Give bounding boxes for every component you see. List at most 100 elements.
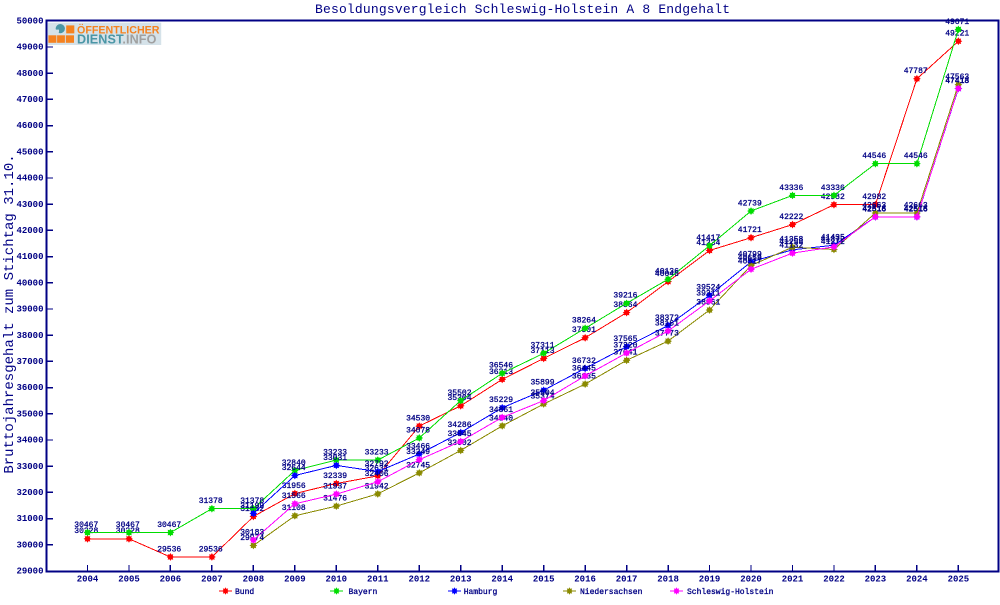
svg-text:2025: 2025 [948,575,970,585]
svg-text:Bayern: Bayern [349,588,378,597]
svg-text:47413: 47413 [945,77,969,86]
svg-text:Bruttojahresgehalt zum Stichta: Bruttojahresgehalt zum Stichtag 31.10. [2,154,18,473]
svg-text:32745: 32745 [406,461,430,470]
svg-text:40799: 40799 [738,250,762,259]
svg-text:33249: 33249 [406,448,430,457]
svg-text:DIENST.INFO: DIENST.INFO [77,32,157,46]
svg-text:41358: 41358 [779,236,803,245]
svg-text:2016: 2016 [574,575,596,585]
svg-text:34078: 34078 [406,426,430,435]
svg-text:2022: 2022 [823,575,845,585]
svg-text:2005: 2005 [118,575,140,585]
svg-text:36445: 36445 [572,364,596,373]
svg-text:30183: 30183 [240,528,264,537]
svg-text:Hamburg: Hamburg [464,588,498,597]
svg-text:40659: 40659 [738,254,762,263]
svg-text:2006: 2006 [160,575,182,585]
svg-text:ÖFFENTLICHER: ÖFFENTLICHER [77,24,160,37]
svg-text:2014: 2014 [491,575,513,585]
svg-text:31108: 31108 [282,504,306,513]
svg-text:33233: 33233 [323,449,347,458]
svg-text:38264: 38264 [572,317,596,326]
svg-text:39524: 39524 [696,284,720,293]
svg-text:34530: 34530 [406,415,430,424]
svg-text:48000: 48000 [16,69,43,79]
svg-text:29000: 29000 [16,567,43,577]
svg-text:31199: 31199 [240,502,264,511]
svg-text:47418: 47418 [945,77,969,86]
svg-text:2015: 2015 [533,575,555,585]
svg-text:45000: 45000 [16,147,43,157]
svg-text:50000: 50000 [16,16,43,26]
svg-text:39216: 39216 [613,292,637,301]
svg-text:2020: 2020 [740,575,762,585]
svg-text:43336: 43336 [779,184,803,193]
svg-text:Niedersachsen: Niedersachsen [580,588,643,597]
svg-text:41258: 41258 [779,238,803,247]
svg-text:37773: 37773 [655,330,679,339]
svg-text:40517: 40517 [738,258,762,267]
svg-text:41132: 41132 [779,242,803,251]
svg-text:47000: 47000 [16,95,43,105]
svg-text:30467: 30467 [74,521,98,530]
svg-text:Schleswig-Holstein: Schleswig-Holstein [687,588,774,597]
svg-text:44546: 44546 [904,152,928,161]
svg-text:42222: 42222 [779,213,803,222]
svg-text:34000: 34000 [16,436,43,446]
svg-text:42000: 42000 [16,226,43,236]
svg-text:34286: 34286 [447,421,471,430]
svg-text:35504: 35504 [530,389,554,398]
svg-text:35000: 35000 [16,409,43,419]
svg-text:39311: 39311 [696,289,720,298]
svg-text:43336: 43336 [821,184,845,193]
svg-text:37901: 37901 [572,326,596,335]
svg-text:44546: 44546 [862,152,886,161]
svg-text:35229: 35229 [489,396,513,405]
svg-text:33466: 33466 [406,442,430,451]
svg-text:2019: 2019 [699,575,721,585]
svg-text:49000: 49000 [16,43,43,53]
svg-text:30467: 30467 [157,521,181,530]
svg-text:2013: 2013 [450,575,472,585]
svg-text:35899: 35899 [530,379,554,388]
svg-text:37311: 37311 [530,342,554,351]
svg-text:2024: 2024 [906,575,928,585]
svg-text:31378: 31378 [240,497,264,506]
svg-text:41435: 41435 [821,234,845,243]
svg-text:36546: 36546 [489,362,513,371]
svg-text:29536: 29536 [157,545,181,554]
svg-text:37320: 37320 [613,341,637,350]
svg-text:38161: 38161 [655,319,679,328]
svg-text:31937: 31937 [323,483,347,492]
svg-text:35502: 35502 [447,389,471,398]
svg-text:47787: 47787 [904,67,928,76]
svg-text:30000: 30000 [16,540,43,550]
svg-text:49671: 49671 [945,18,969,27]
svg-text:46000: 46000 [16,121,43,131]
svg-text:Bund: Bund [235,588,254,597]
svg-text:2007: 2007 [201,575,223,585]
svg-text:2004: 2004 [77,575,99,585]
svg-text:42518: 42518 [862,205,886,214]
svg-text:42739: 42739 [738,199,762,208]
svg-text:2018: 2018 [657,575,679,585]
svg-text:32840: 32840 [282,459,306,468]
svg-text:34861: 34861 [489,406,513,415]
svg-text:33233: 33233 [365,449,389,458]
svg-text:30467: 30467 [116,521,140,530]
svg-text:41721: 41721 [738,226,762,235]
svg-text:2010: 2010 [325,575,347,585]
svg-text:2011: 2011 [367,575,389,585]
svg-text:41372: 41372 [821,235,845,244]
svg-text:39000: 39000 [16,305,43,315]
svg-text:43000: 43000 [16,200,43,210]
svg-text:40000: 40000 [16,278,43,288]
svg-text:2012: 2012 [408,575,430,585]
svg-text:32644: 32644 [282,464,306,473]
svg-text:32631: 32631 [365,464,389,473]
svg-text:31566: 31566 [282,492,306,501]
svg-text:42516: 42516 [862,205,886,214]
svg-text:42516: 42516 [904,205,928,214]
svg-text:41417: 41417 [696,234,720,243]
svg-text:2021: 2021 [782,575,804,585]
